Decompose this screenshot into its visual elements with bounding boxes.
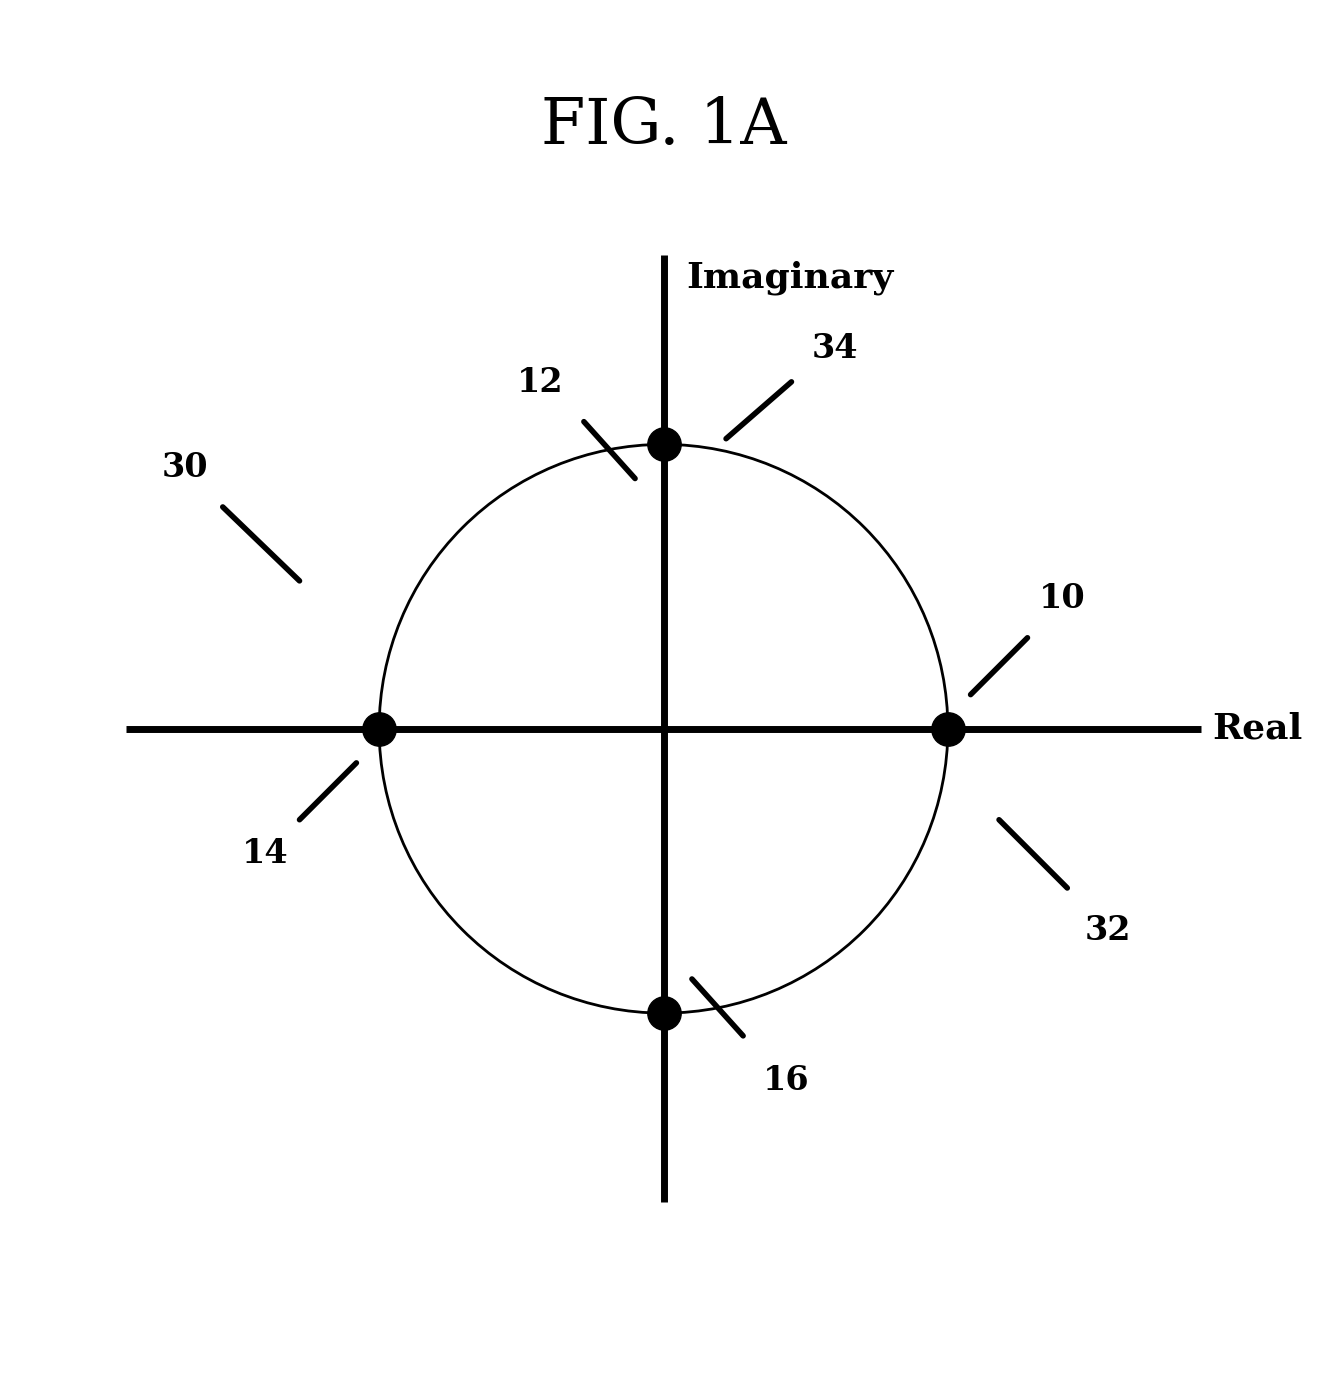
Text: 10: 10 bbox=[1039, 582, 1085, 615]
Text: Imaginary: Imaginary bbox=[686, 261, 893, 296]
Text: 12: 12 bbox=[518, 366, 564, 399]
Text: 34: 34 bbox=[811, 331, 857, 364]
Text: 14: 14 bbox=[242, 837, 288, 870]
Text: Real: Real bbox=[1213, 712, 1303, 745]
Text: 30: 30 bbox=[162, 451, 208, 484]
Text: 16: 16 bbox=[763, 1064, 809, 1097]
Text: 32: 32 bbox=[1084, 913, 1131, 946]
Text: FIG. 1A: FIG. 1A bbox=[540, 96, 787, 157]
